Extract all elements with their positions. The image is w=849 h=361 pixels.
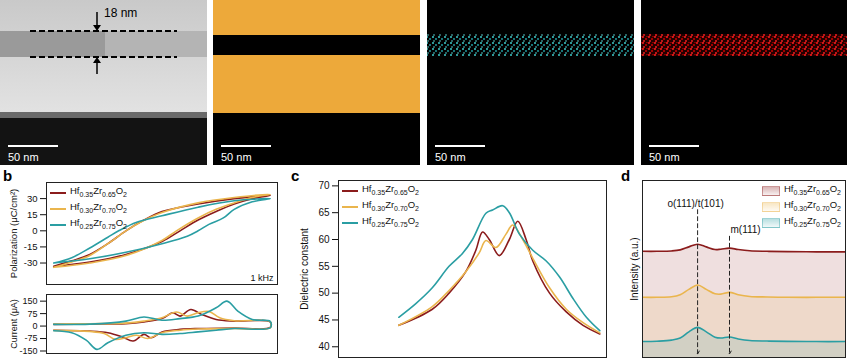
svg-text:70: 70 xyxy=(318,180,330,191)
svg-text:Intensity (a.u.): Intensity (a.u.) xyxy=(629,237,640,300)
html-text:c: c xyxy=(291,167,300,184)
svg-text:60: 60 xyxy=(318,234,330,245)
html-text:Hf0.30Zr0.70O2: Hf0.30Zr0.70O2 xyxy=(362,198,419,212)
svg-text:50 nm: 50 nm xyxy=(649,151,680,163)
svg-text:50 nm: 50 nm xyxy=(8,151,39,163)
svg-text:75: 75 xyxy=(27,308,37,318)
svg-text:1 kHz: 1 kHz xyxy=(250,273,274,283)
svg-text:m(111): m(111) xyxy=(731,224,761,235)
svg-text:Polarization (μC/cm²): Polarization (μC/cm²) xyxy=(8,189,19,278)
svg-text:50 nm: 50 nm xyxy=(435,151,466,163)
svg-text:40: 40 xyxy=(318,341,330,352)
svg-text:-150: -150 xyxy=(19,346,37,356)
svg-text:0: 0 xyxy=(32,321,37,331)
svg-text:30: 30 xyxy=(27,193,38,204)
svg-text:-75: -75 xyxy=(24,333,37,343)
html-text:Hf0.35Zr0.65O2: Hf0.35Zr0.65O2 xyxy=(362,183,419,196)
html-text:Hf0.30Zr0.70O2: Hf0.30Zr0.70O2 xyxy=(70,200,127,214)
svg-text:65: 65 xyxy=(318,207,330,218)
svg-text:Current (μA): Current (μA) xyxy=(9,299,19,349)
svg-text:15: 15 xyxy=(27,209,38,220)
svg-text:-30: -30 xyxy=(24,257,38,268)
html-text:Hf0.25Zr0.75O2: Hf0.25Zr0.75O2 xyxy=(70,216,127,230)
svg-text:0: 0 xyxy=(32,225,37,236)
svg-text:18 nm: 18 nm xyxy=(104,6,137,20)
svg-text:50: 50 xyxy=(318,287,330,298)
svg-text:150: 150 xyxy=(22,296,37,306)
svg-text:-15: -15 xyxy=(24,241,38,252)
html-text:Hf0.25Zr0.75O2: Hf0.25Zr0.75O2 xyxy=(362,214,419,228)
html-text:d: d xyxy=(621,167,631,184)
svg-text:Dielectric constant: Dielectric constant xyxy=(299,228,310,310)
html-text:Hf0.25Zr0.75O2: Hf0.25Zr0.75O2 xyxy=(784,214,841,228)
html-text:b: b xyxy=(3,167,13,184)
svg-text:45: 45 xyxy=(318,314,330,325)
svg-text:o(111)/t(101): o(111)/t(101) xyxy=(667,198,723,209)
svg-text:55: 55 xyxy=(318,261,330,272)
html-text:Hf0.30Zr0.70O2: Hf0.30Zr0.70O2 xyxy=(784,198,841,212)
svg-text:50 nm: 50 nm xyxy=(221,151,252,163)
html-text:Hf0.35Zr0.65O2: Hf0.35Zr0.65O2 xyxy=(70,185,127,198)
html-text:Hf0.35Zr0.65O2: Hf0.35Zr0.65O2 xyxy=(784,183,841,196)
